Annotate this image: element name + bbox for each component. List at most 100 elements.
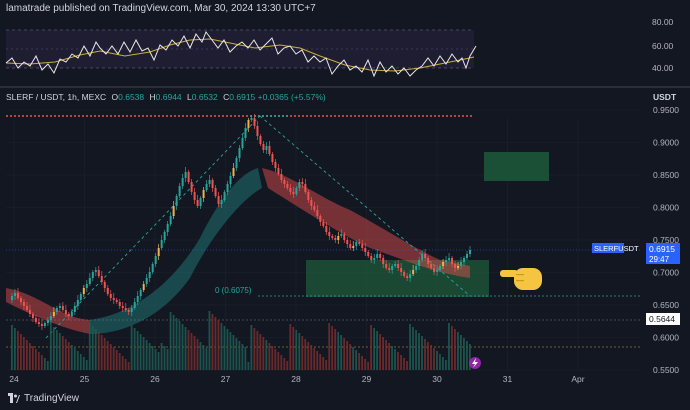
candle-body [67,314,70,316]
volume-bar [376,331,378,370]
volume-bars [10,311,471,370]
volume-bar [265,340,268,370]
candle-body [109,294,112,298]
time-axis[interactable]: 24 25 26 27 28 29 30 31 Apr [9,374,585,384]
candle-body [268,146,271,154]
candle-body [160,240,163,248]
volume-bar [301,336,304,370]
price-pane[interactable]: 0 (0.6075) USDT 0.9500 0.9000 0.8500 0.8000… [0,88,690,408]
oscillator-pane[interactable]: 80.00 60.00 40.00 [0,17,690,89]
candle-body [343,234,346,240]
price-tick: 0.8500 [653,170,679,180]
volume-bar [151,346,154,370]
volume-bar [232,335,235,370]
volume-bar [37,352,40,370]
candle-body [130,308,133,312]
volume-bar [322,357,325,370]
candle-body [337,236,340,240]
open-label: O [111,92,119,102]
high-value: 0.6944 [155,92,182,102]
candle-body [319,216,322,222]
candle-body [91,272,94,278]
volume-bar [460,335,462,370]
candle-body [409,274,412,278]
volume-bar [289,324,292,370]
symbol-legend[interactable]: SLERF / USDT, 1h, MEXC O0.6538 H0.6944 L… [6,92,326,102]
volume-bar [355,350,358,370]
volume-bar [310,345,313,370]
volume-bar [373,328,376,370]
candle-body [385,264,388,268]
candle-body [214,188,217,196]
candle-body [202,190,205,198]
oscillator-chart: 80.00 60.00 40.00 [5,17,674,89]
level-tag-value: 0.5644 [649,314,675,324]
volume-bar [244,347,247,370]
volume-bar [400,355,402,370]
change-value: +0.0365 (+5.57%) [257,92,326,102]
osc-axis-40: 40.00 [652,63,674,73]
volume-bar [61,336,64,370]
candle-body [43,323,46,326]
volume-bar [454,329,456,370]
volume-bar [79,354,82,370]
volume-bar [448,323,450,370]
candle-body [238,148,241,158]
candle-body [208,180,211,184]
volume-bar [91,326,94,370]
volume-bar [127,362,130,370]
volume-bar [253,328,256,370]
candle-body [172,206,175,216]
candle-body [169,216,172,224]
price-axis[interactable]: USDT 0.9500 0.9000 0.8500 0.8000 0.7500 0.700… [653,92,679,408]
candle-body [220,200,223,204]
price-tick: 0.9500 [653,105,679,115]
volume-bar [208,311,211,370]
volume-bar [235,338,238,370]
time-tick: 29 [362,374,372,384]
volume-bar [433,348,435,370]
volume-bar [259,334,262,370]
volume-bar [463,338,465,370]
volume-bar [298,333,301,370]
candle-body [79,294,82,300]
level-tag-bg [646,313,680,325]
candle-body [205,184,208,190]
candle-body [106,288,109,294]
candle-body [223,192,226,200]
candle-body [298,182,301,188]
candle-body [445,260,448,262]
volume-bar [139,334,142,370]
volume-bar [97,332,100,370]
candle-body [256,126,259,136]
volume-bar [193,336,196,370]
candle-body [265,146,268,150]
volume-bar [349,344,352,370]
pane-separator[interactable] [0,86,690,88]
volume-bar [175,318,178,370]
low-label: L [187,92,192,102]
candle-body [358,242,361,244]
volume-bar [379,334,381,370]
candlesticks [10,114,471,330]
volume-bar [403,358,405,370]
volume-bar [22,337,25,370]
candle-body [28,310,31,314]
candle-body [136,296,139,302]
osc-axis-80: 80.00 [652,18,674,27]
candle-body [364,248,367,252]
footer: TradingView [0,388,690,410]
candle-body [166,224,169,232]
volume-bar [214,317,217,370]
lightning-icon[interactable] [469,357,481,369]
candle-body [244,128,247,138]
candle-body [397,264,400,268]
volume-bar [55,330,58,370]
volume-bar [241,344,244,370]
candle-body [25,306,28,310]
candle-body [22,302,25,306]
tradingview-logo-icon [8,393,20,403]
volume-bar [382,337,384,370]
volume-bar [106,341,109,370]
time-tick: 31 [503,374,513,384]
